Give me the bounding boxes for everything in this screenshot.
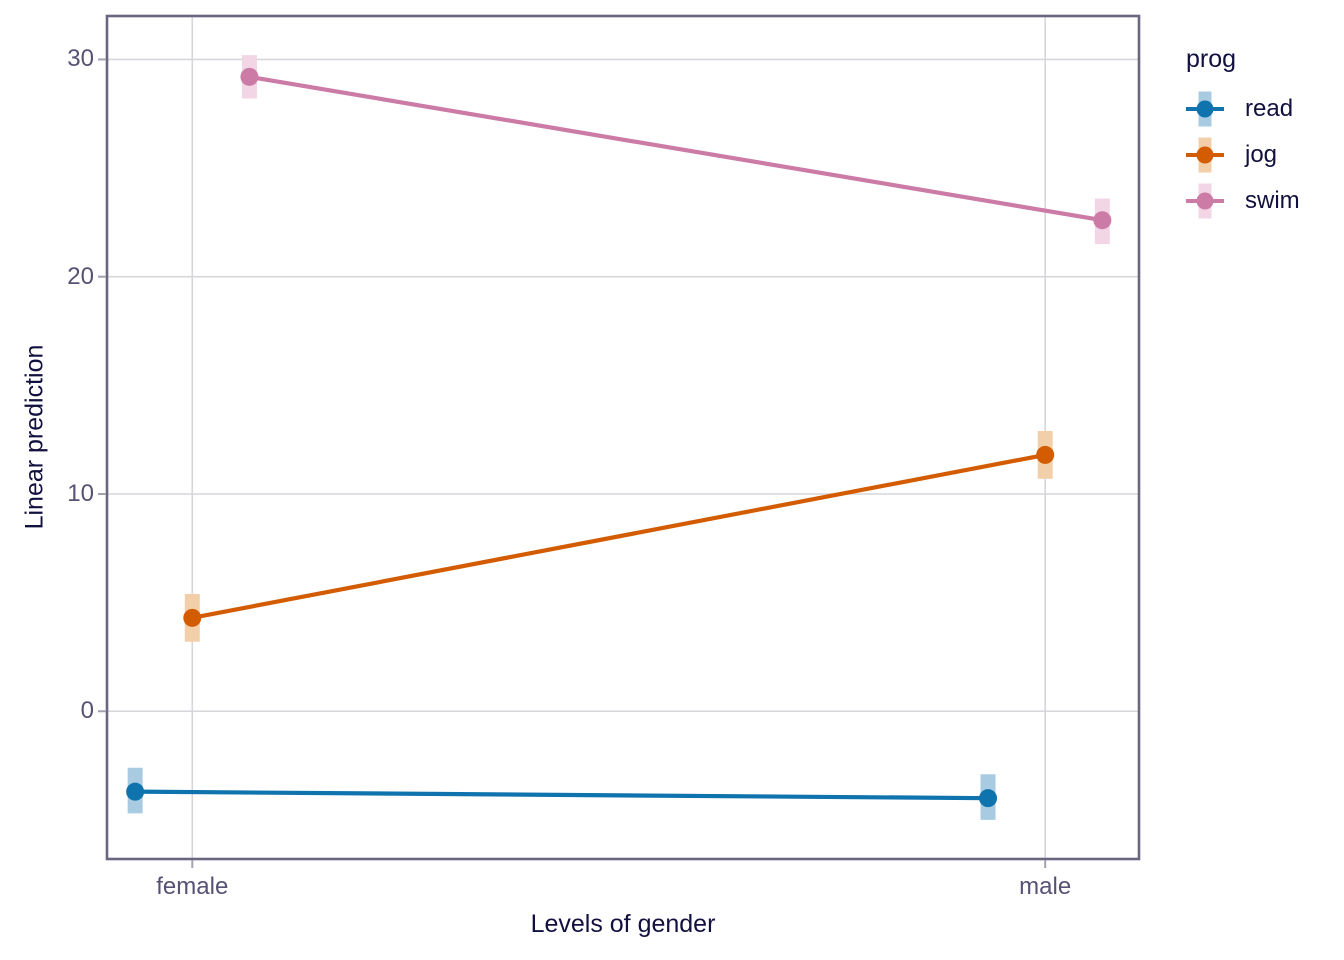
legend-label-swim: swim (1245, 187, 1300, 214)
legend: prog read jog swim (1186, 42, 1342, 224)
data-point-read-female (126, 782, 145, 801)
data-point-swim-female (240, 67, 259, 86)
legend-label-read: read (1245, 95, 1294, 122)
x-tick-label: female (156, 873, 229, 900)
data-point-read-male (979, 789, 998, 808)
legend-key-swim (1186, 183, 1224, 219)
legend-item-jog: jog (1186, 132, 1342, 178)
data-point-jog-female (183, 608, 202, 627)
legend-label-jog: jog (1245, 141, 1278, 168)
series-line-swim (249, 74, 1103, 223)
legend-item-read: read (1186, 86, 1342, 132)
data-point-jog-male (1036, 445, 1055, 464)
legend-title: prog (1186, 45, 1237, 73)
x-axis-title: Levels of gender (530, 910, 716, 938)
y-tick-label: 30 (67, 45, 94, 73)
legend-key-read (1186, 91, 1224, 127)
y-tick-label: 10 (67, 479, 94, 507)
legend-item-swim: swim (1186, 178, 1342, 224)
series-line-read (135, 789, 989, 801)
series-line-jog (191, 452, 1046, 620)
panel-border (105, 14, 1141, 861)
data-point-swim-male (1093, 211, 1112, 230)
legend-items: read jog swim (1186, 86, 1342, 224)
legend-key-jog (1186, 137, 1224, 173)
y-tick-label: 0 (80, 697, 94, 725)
y-axis-title: Linear prediction (20, 344, 49, 530)
y-tick-label: 20 (67, 262, 94, 290)
x-tick-label: male (1019, 873, 1072, 900)
